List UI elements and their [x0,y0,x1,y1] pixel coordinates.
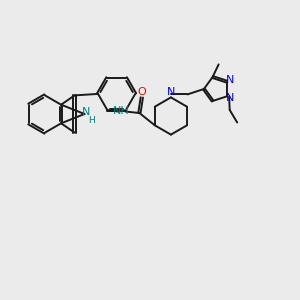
Text: O: O [137,87,146,97]
Text: N: N [226,93,235,103]
Text: N: N [167,87,175,97]
Text: N: N [226,75,235,85]
Text: H: H [88,116,94,125]
Text: NH: NH [113,106,130,116]
Text: N: N [82,107,90,117]
